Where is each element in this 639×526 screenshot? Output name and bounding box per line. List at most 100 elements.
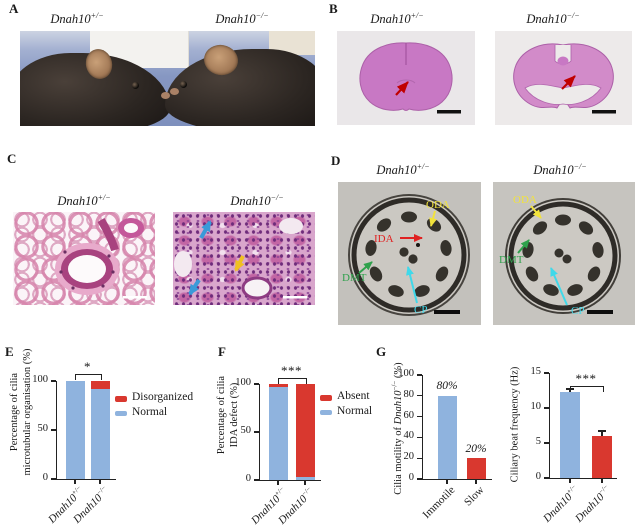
y-axis (258, 384, 260, 480)
bar (466, 458, 486, 479)
genotype-label-het-a: Dnah10+/− (50, 11, 103, 27)
panel-a-letter: A (9, 1, 19, 16)
y-tick-label: 80 (403, 388, 415, 400)
y-tick (254, 431, 259, 433)
genotype-sup: +/− (90, 11, 104, 20)
cp-label: CP (571, 305, 584, 317)
significance-bracket (570, 386, 604, 392)
y-tick (417, 436, 422, 439)
oda-arrow (530, 205, 542, 219)
genotype-label-het-c: Dnah10+/− (57, 193, 110, 209)
y-tick (417, 395, 422, 397)
gene-name: Dnah10 (230, 194, 271, 209)
y-tick-label: 50 (37, 423, 49, 434)
y-tick (51, 478, 56, 480)
lung-histology-ko (173, 212, 315, 305)
scale-bar (437, 110, 461, 114)
bar (592, 436, 612, 478)
legend-swatch (320, 409, 332, 415)
bar-segment-absent (295, 384, 315, 478)
y-tick-label: 0 (535, 471, 541, 482)
y-tick-label: 0 (245, 473, 251, 484)
y-axis-label: Percentage of cilia microtubular organisa… (9, 348, 33, 476)
legend-swatch (320, 395, 332, 401)
significance-star: *** (281, 362, 302, 378)
y-tick-label: 5 (535, 436, 541, 447)
dmt-arrow (358, 261, 373, 274)
genotype-sup: −/− (566, 11, 580, 20)
y-tick-label: 100 (398, 368, 414, 379)
cp-arrow (550, 267, 568, 306)
lung-histology-het (13, 212, 155, 305)
white-box (90, 31, 189, 68)
significance-star: * (84, 358, 91, 374)
panel-e-letter: E (5, 344, 14, 359)
y-tick-label: 100 (32, 374, 48, 385)
microtubule-doublets (522, 214, 604, 296)
bar-segment-normal (295, 477, 315, 480)
gene-name: Dnah10 (215, 12, 256, 27)
legend-swatch (115, 396, 127, 402)
y-tick (254, 383, 259, 385)
scale-bar (283, 296, 307, 299)
y-tick (544, 477, 549, 479)
scale-bar (434, 310, 460, 314)
legend-label: Normal (337, 404, 373, 417)
ventricle-cavity (524, 83, 602, 105)
error-bar-line (601, 431, 603, 436)
red-arrow (395, 81, 409, 96)
gene-name: Dnah10 (57, 194, 98, 209)
scale-bar (123, 296, 147, 299)
error-bar-cap (598, 430, 606, 432)
y-tick (544, 372, 549, 374)
genotype-sup: +/− (97, 193, 111, 202)
gene-name: Dnah10 (376, 163, 417, 178)
bar (560, 391, 580, 478)
brain-section-het (337, 31, 475, 125)
panel-g-letter: G (376, 344, 387, 359)
yellow-arrow (234, 255, 245, 272)
genotype-sup: −/− (255, 11, 269, 20)
x-axis (258, 480, 321, 482)
genotype-label-ko-a: Dnah10−/− (215, 11, 268, 27)
y-tick (417, 415, 422, 418)
scale-bar (587, 310, 613, 314)
genotype-label-het-d: Dnah10+/− (376, 162, 429, 178)
x-axis (55, 479, 116, 481)
oda-label: ODA (426, 199, 450, 211)
y-tick (51, 380, 56, 382)
y-tick (417, 478, 422, 480)
y-axis (55, 381, 57, 479)
oda-label: ODA (513, 194, 537, 206)
gene-name: Dnah10 (50, 12, 91, 27)
ciliary-membrane (351, 197, 467, 313)
central-pair (399, 247, 409, 257)
y-tick (544, 442, 549, 444)
airway-overlay (55, 217, 147, 299)
y-tick (254, 479, 259, 481)
bar (437, 395, 457, 479)
x-tick (569, 479, 571, 484)
y-tick-label: 60 (403, 409, 415, 421)
bar-value-label: 20% (465, 442, 487, 455)
cp-arrow (406, 266, 418, 304)
mouse-nose (161, 92, 170, 99)
x-tick (277, 481, 279, 486)
legend-swatch (115, 410, 127, 416)
x-tick (601, 479, 603, 484)
y-axis (421, 375, 423, 479)
genotype-label-het-b: Dnah10+/− (370, 11, 423, 27)
genotype-sup: +/− (416, 162, 430, 171)
genotype-label-ko-b: Dnah10−/− (526, 11, 579, 27)
bar-segment-disorganized (90, 381, 110, 389)
significance-star: *** (575, 370, 597, 386)
red-arrow (561, 75, 576, 90)
significance-bracket (75, 374, 102, 380)
gene-name: Dnah10 (533, 163, 574, 178)
legend-label: Normal (132, 405, 168, 418)
y-tick-label: 40 (403, 430, 415, 442)
y-tick-label: 15 (530, 366, 542, 377)
brain-outline (359, 42, 453, 111)
blue-arrow (199, 220, 212, 239)
